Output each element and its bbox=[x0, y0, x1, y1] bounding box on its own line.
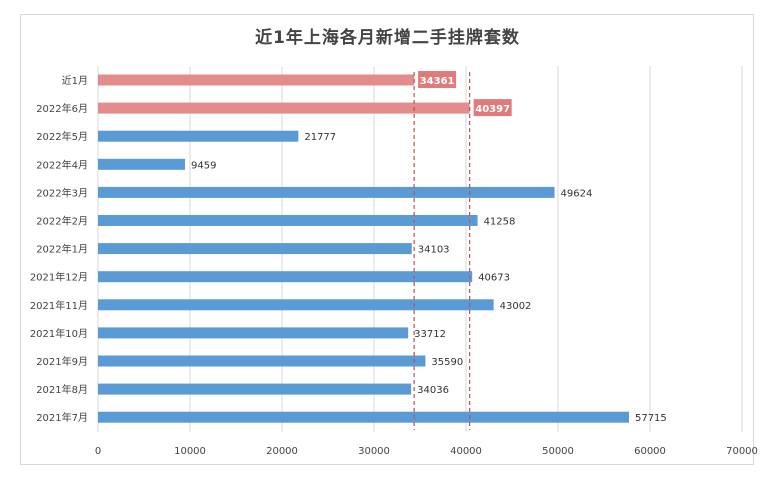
data-label: 41258 bbox=[484, 217, 516, 228]
x-tick-labels: 0 10000 20000 30000 40000 50000 60000 70000 bbox=[95, 446, 758, 457]
x-tick-label: 10000 bbox=[174, 446, 206, 457]
chart-title: 近1年上海各月新增二手挂牌套数 bbox=[255, 28, 520, 48]
x-tick-label: 70000 bbox=[726, 446, 758, 457]
category-label: 2022年4月 bbox=[36, 158, 88, 171]
data-label: 9459 bbox=[191, 160, 216, 171]
bars bbox=[98, 74, 629, 423]
bar bbox=[98, 102, 470, 114]
data-label: 33712 bbox=[414, 329, 446, 340]
data-label: 35590 bbox=[431, 357, 463, 368]
data-label: 57715 bbox=[635, 413, 667, 424]
bar bbox=[98, 130, 299, 142]
category-label: 2022年6月 bbox=[36, 102, 88, 115]
category-label: 2021年9月 bbox=[36, 355, 88, 368]
bar bbox=[98, 383, 412, 395]
data-labels: 34361 40397 21777 9459 49624 41258 34103 40673 4… bbox=[191, 71, 667, 424]
category-label: 2021年11月 bbox=[30, 299, 88, 312]
x-tick-label: 30000 bbox=[358, 446, 390, 457]
bar bbox=[98, 411, 629, 423]
x-tick-label: 20000 bbox=[266, 446, 298, 457]
category-label: 近1月 bbox=[62, 74, 88, 87]
bar bbox=[98, 355, 426, 367]
bar bbox=[98, 215, 478, 226]
reference-lines bbox=[413, 72, 471, 430]
data-label: 34103 bbox=[418, 245, 450, 256]
category-label: 2021年7月 bbox=[36, 411, 88, 424]
category-label: 2021年8月 bbox=[36, 383, 88, 396]
category-label: 2022年5月 bbox=[36, 130, 88, 143]
x-tick-label: 60000 bbox=[634, 446, 666, 457]
bar bbox=[98, 186, 555, 198]
data-label: 34036 bbox=[417, 385, 449, 396]
category-labels: 近1月 2022年6月 2022年5月 2022年4月 2022年3月 2022年2月 20… bbox=[30, 74, 88, 424]
x-tick-label: 0 bbox=[95, 446, 101, 457]
data-label: 49624 bbox=[561, 188, 593, 199]
category-label: 2022年1月 bbox=[36, 243, 88, 256]
category-label: 2022年2月 bbox=[36, 215, 88, 228]
data-label-background bbox=[418, 71, 457, 88]
category-label: 2021年12月 bbox=[30, 271, 88, 284]
bar bbox=[98, 327, 409, 339]
bar bbox=[98, 74, 415, 86]
category-label: 2021年10月 bbox=[30, 327, 88, 340]
data-label: 40673 bbox=[478, 273, 510, 284]
data-label: 21777 bbox=[304, 132, 336, 143]
data-label: 34361 bbox=[420, 76, 455, 87]
bar bbox=[98, 243, 412, 255]
bar bbox=[98, 158, 186, 170]
x-tick-label: 40000 bbox=[450, 446, 482, 457]
data-label: 43002 bbox=[500, 301, 532, 312]
x-tick-label: 50000 bbox=[542, 446, 574, 457]
bar bbox=[98, 299, 494, 311]
category-label: 2022年3月 bbox=[36, 186, 88, 199]
data-label: 40397 bbox=[475, 104, 510, 115]
bar bbox=[98, 271, 473, 283]
data-label-background bbox=[473, 99, 512, 117]
